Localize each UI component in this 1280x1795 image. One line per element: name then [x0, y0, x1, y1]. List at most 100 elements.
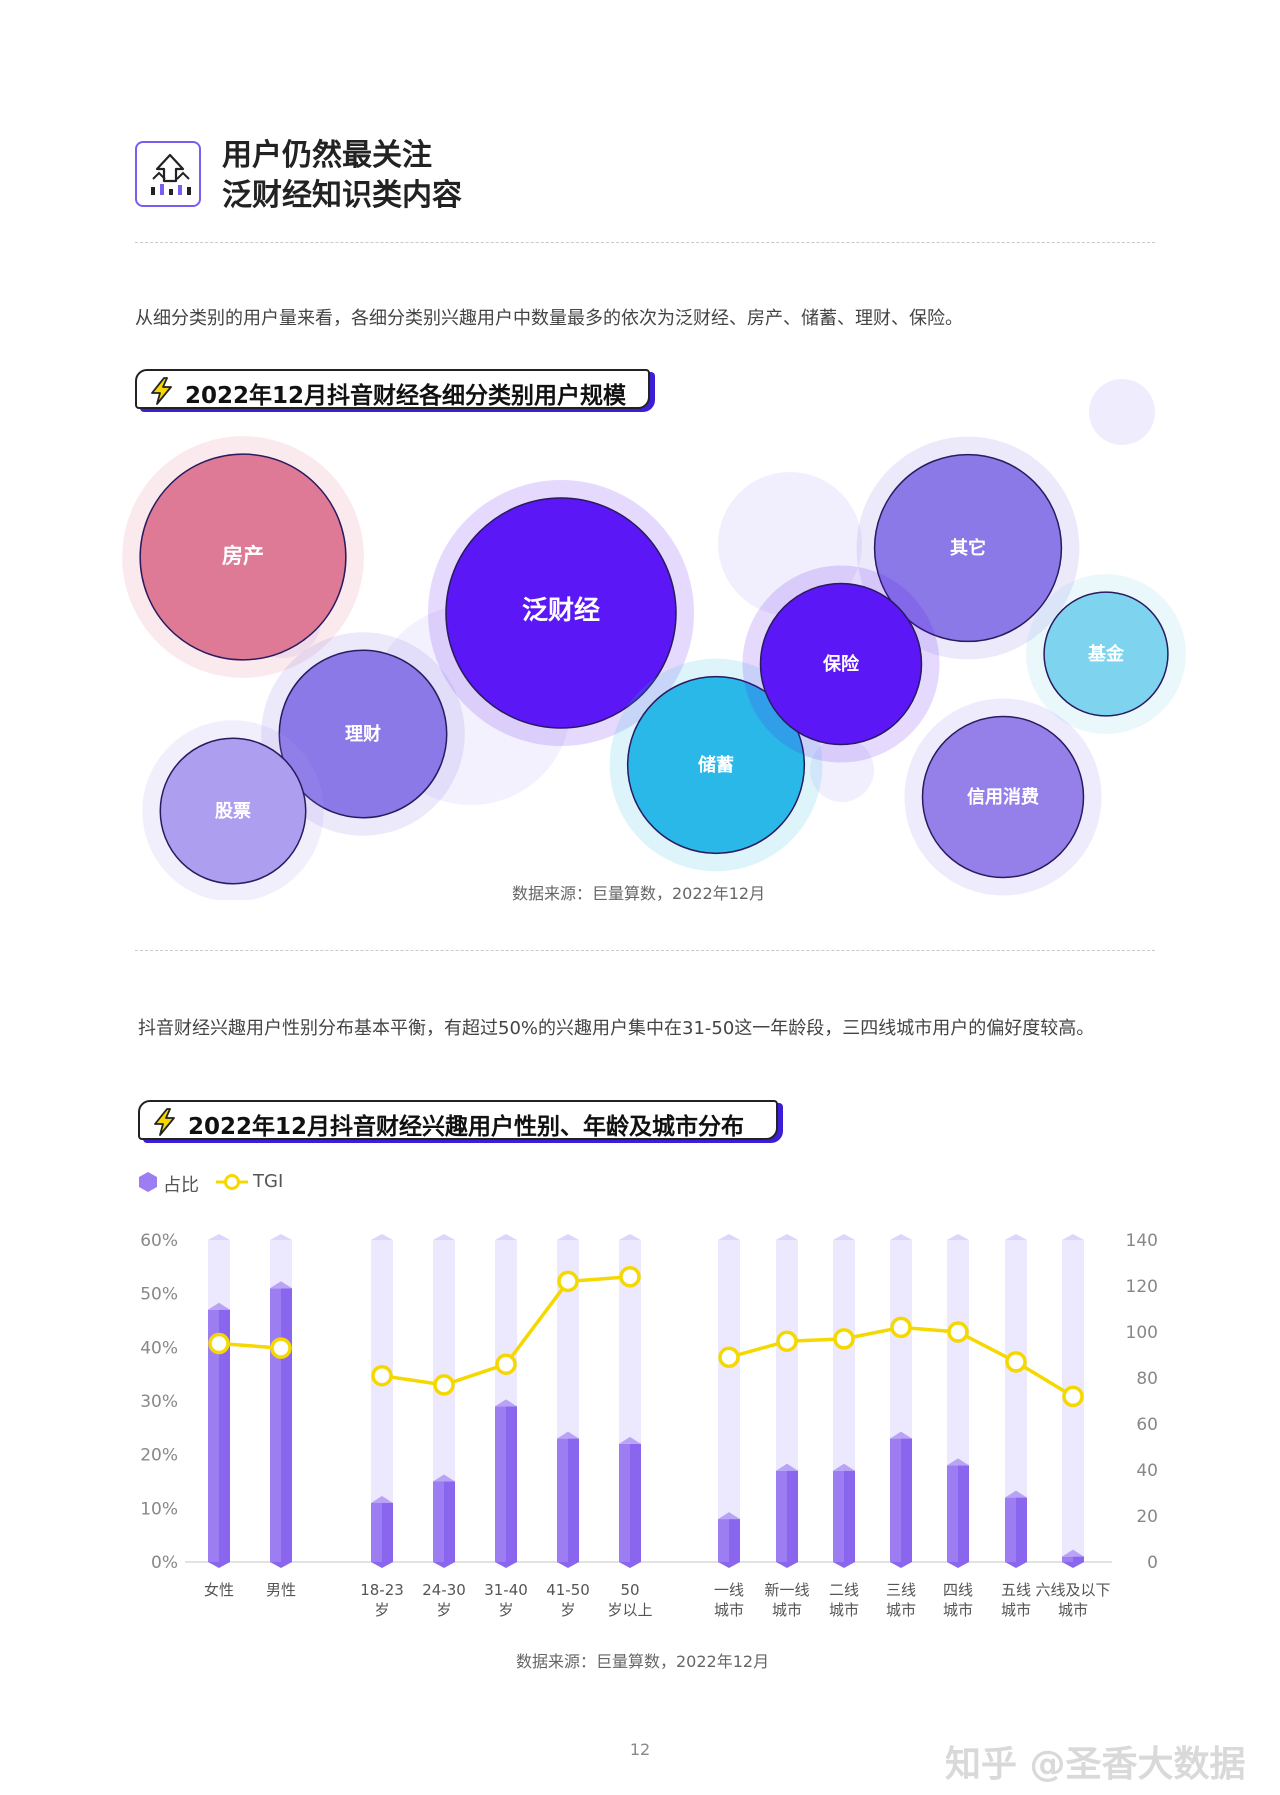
y-right-tick: 80 — [1136, 1369, 1158, 1389]
bar-shade — [844, 1470, 855, 1562]
y-left-tick: 40% — [140, 1338, 178, 1358]
tgi-point — [947, 1321, 969, 1343]
bubble-label: 理财 — [345, 723, 381, 745]
bubble — [139, 453, 347, 661]
bar-cap — [718, 1512, 740, 1520]
lightning-icon — [151, 377, 172, 405]
bar-line-chart: 0% 10% 20% 30% 40% 50% 60% 0 20 40 60 80 100 120 140 女… — [140, 1231, 1158, 1619]
bar-track-cap — [947, 1234, 969, 1240]
watermark: 知乎 @圣香大数据 — [945, 1744, 1246, 1785]
x-tick-label: 岁 — [498, 1601, 513, 1619]
x-tick-label: 五线 — [1001, 1581, 1031, 1599]
bubble — [1043, 591, 1169, 717]
bar-base — [718, 1562, 740, 1568]
bar-cap — [557, 1431, 579, 1439]
x-tick-label: 六线及以下 — [1035, 1581, 1110, 1599]
bar-track-cap — [1062, 1234, 1084, 1240]
bar-track-cap — [208, 1234, 230, 1240]
x-tick-label: 新一线 — [764, 1581, 809, 1599]
bar-cap — [371, 1495, 393, 1503]
chart1-title: 2022年12月抖音财经各细分类别用户规模 — [185, 383, 627, 409]
tgi-point — [270, 1337, 292, 1359]
bar-base — [890, 1562, 912, 1568]
bar-track-cap — [495, 1234, 517, 1240]
bar-shade — [219, 1309, 230, 1562]
y-right-tick: 60 — [1136, 1415, 1158, 1435]
tgi-point — [619, 1266, 641, 1288]
bubble-label: 储蓄 — [697, 754, 734, 776]
y-right-tick: 140 — [1126, 1231, 1158, 1251]
bar-track — [718, 1240, 740, 1562]
bubble-label: 信用消费 — [967, 786, 1039, 808]
bar-cap — [208, 1302, 230, 1310]
bar-base — [270, 1562, 292, 1568]
deco-circle — [1089, 379, 1155, 445]
bar-base — [947, 1562, 969, 1568]
y-right-tick: 100 — [1126, 1323, 1158, 1343]
bar-shade — [281, 1288, 292, 1562]
bubble — [159, 737, 307, 885]
bar-shade — [630, 1443, 641, 1562]
bar-shade — [382, 1502, 393, 1562]
bar-track-cap — [433, 1234, 455, 1240]
y-right-tick: 40 — [1136, 1461, 1158, 1481]
bar-shade — [787, 1470, 798, 1562]
title-line-2: 泛财经知识类内容 — [222, 178, 462, 213]
bar-track-cap — [371, 1234, 393, 1240]
bar-track-cap — [776, 1234, 798, 1240]
tgi-point — [776, 1330, 798, 1352]
bar-track-cap — [833, 1234, 855, 1240]
bubble-label: 其它 — [950, 537, 986, 559]
bubble — [921, 715, 1085, 879]
bar-track — [1005, 1240, 1027, 1562]
tgi-point — [495, 1353, 517, 1375]
header-icon — [135, 141, 201, 207]
tgi-point — [433, 1374, 455, 1396]
chart1-title-box: 2022年12月抖音财经各细分类别用户规模 — [135, 369, 650, 409]
rising-bars-arrow-icon — [151, 153, 191, 195]
bar-shade — [1016, 1497, 1027, 1562]
tgi-point — [718, 1346, 740, 1369]
bubble-label: 保险 — [822, 653, 860, 675]
bar-base — [208, 1562, 230, 1568]
divider — [135, 242, 1155, 243]
title-line-1: 用户仍然最关注 — [222, 138, 432, 173]
tgi-point — [1062, 1385, 1084, 1408]
bar-track-cap — [1005, 1234, 1027, 1240]
deco-circle — [718, 472, 862, 616]
chart1-source: 数据来源：巨量算数，2022年12月 — [512, 884, 766, 903]
bar-track-cap — [619, 1234, 641, 1240]
legend-line-icon — [216, 1174, 248, 1190]
y-left-tick: 10% — [140, 1499, 178, 1519]
bar-cap — [495, 1399, 517, 1407]
x-tick-label: 城市 — [1001, 1601, 1031, 1619]
bubble-label: 股票 — [214, 801, 251, 822]
legend-bar-icon — [139, 1172, 157, 1192]
bar-track-cap — [718, 1234, 740, 1240]
legend-share-label: 占比 — [163, 1175, 199, 1196]
bar-track — [371, 1240, 393, 1562]
bar-cap — [1062, 1549, 1084, 1557]
bar-base — [1062, 1562, 1084, 1568]
bar-shade — [444, 1481, 455, 1562]
bar-cap — [833, 1463, 855, 1471]
x-tick-label: 二线 — [829, 1581, 859, 1599]
bar-base — [433, 1562, 455, 1568]
section1-paragraph: 从细分类别的用户量来看，各细分类别兴趣用户中数量最多的依次为泛财经、房产、储蓄、… — [135, 308, 963, 329]
x-tick-label: 城市 — [886, 1601, 916, 1619]
y-left-tick: 30% — [140, 1392, 178, 1412]
bar-base — [557, 1562, 579, 1568]
bubble — [278, 649, 448, 819]
x-tick-label: 三线 — [886, 1581, 916, 1599]
tgi-point — [890, 1316, 912, 1339]
bar-cap — [433, 1474, 455, 1482]
page-title: 用户仍然最关注 泛财经知识类内容 — [222, 136, 462, 216]
chart2-title: 2022年12月抖音财经兴趣用户性别、年龄及城市分布 — [188, 1114, 745, 1140]
bubble — [626, 675, 806, 855]
bar-cap — [1005, 1490, 1027, 1498]
x-tick-label: 一线 — [714, 1581, 744, 1599]
x-tick-label: 41-50 — [546, 1581, 590, 1599]
bar-base — [619, 1562, 641, 1568]
x-tick-label: 岁以上 — [607, 1601, 652, 1619]
